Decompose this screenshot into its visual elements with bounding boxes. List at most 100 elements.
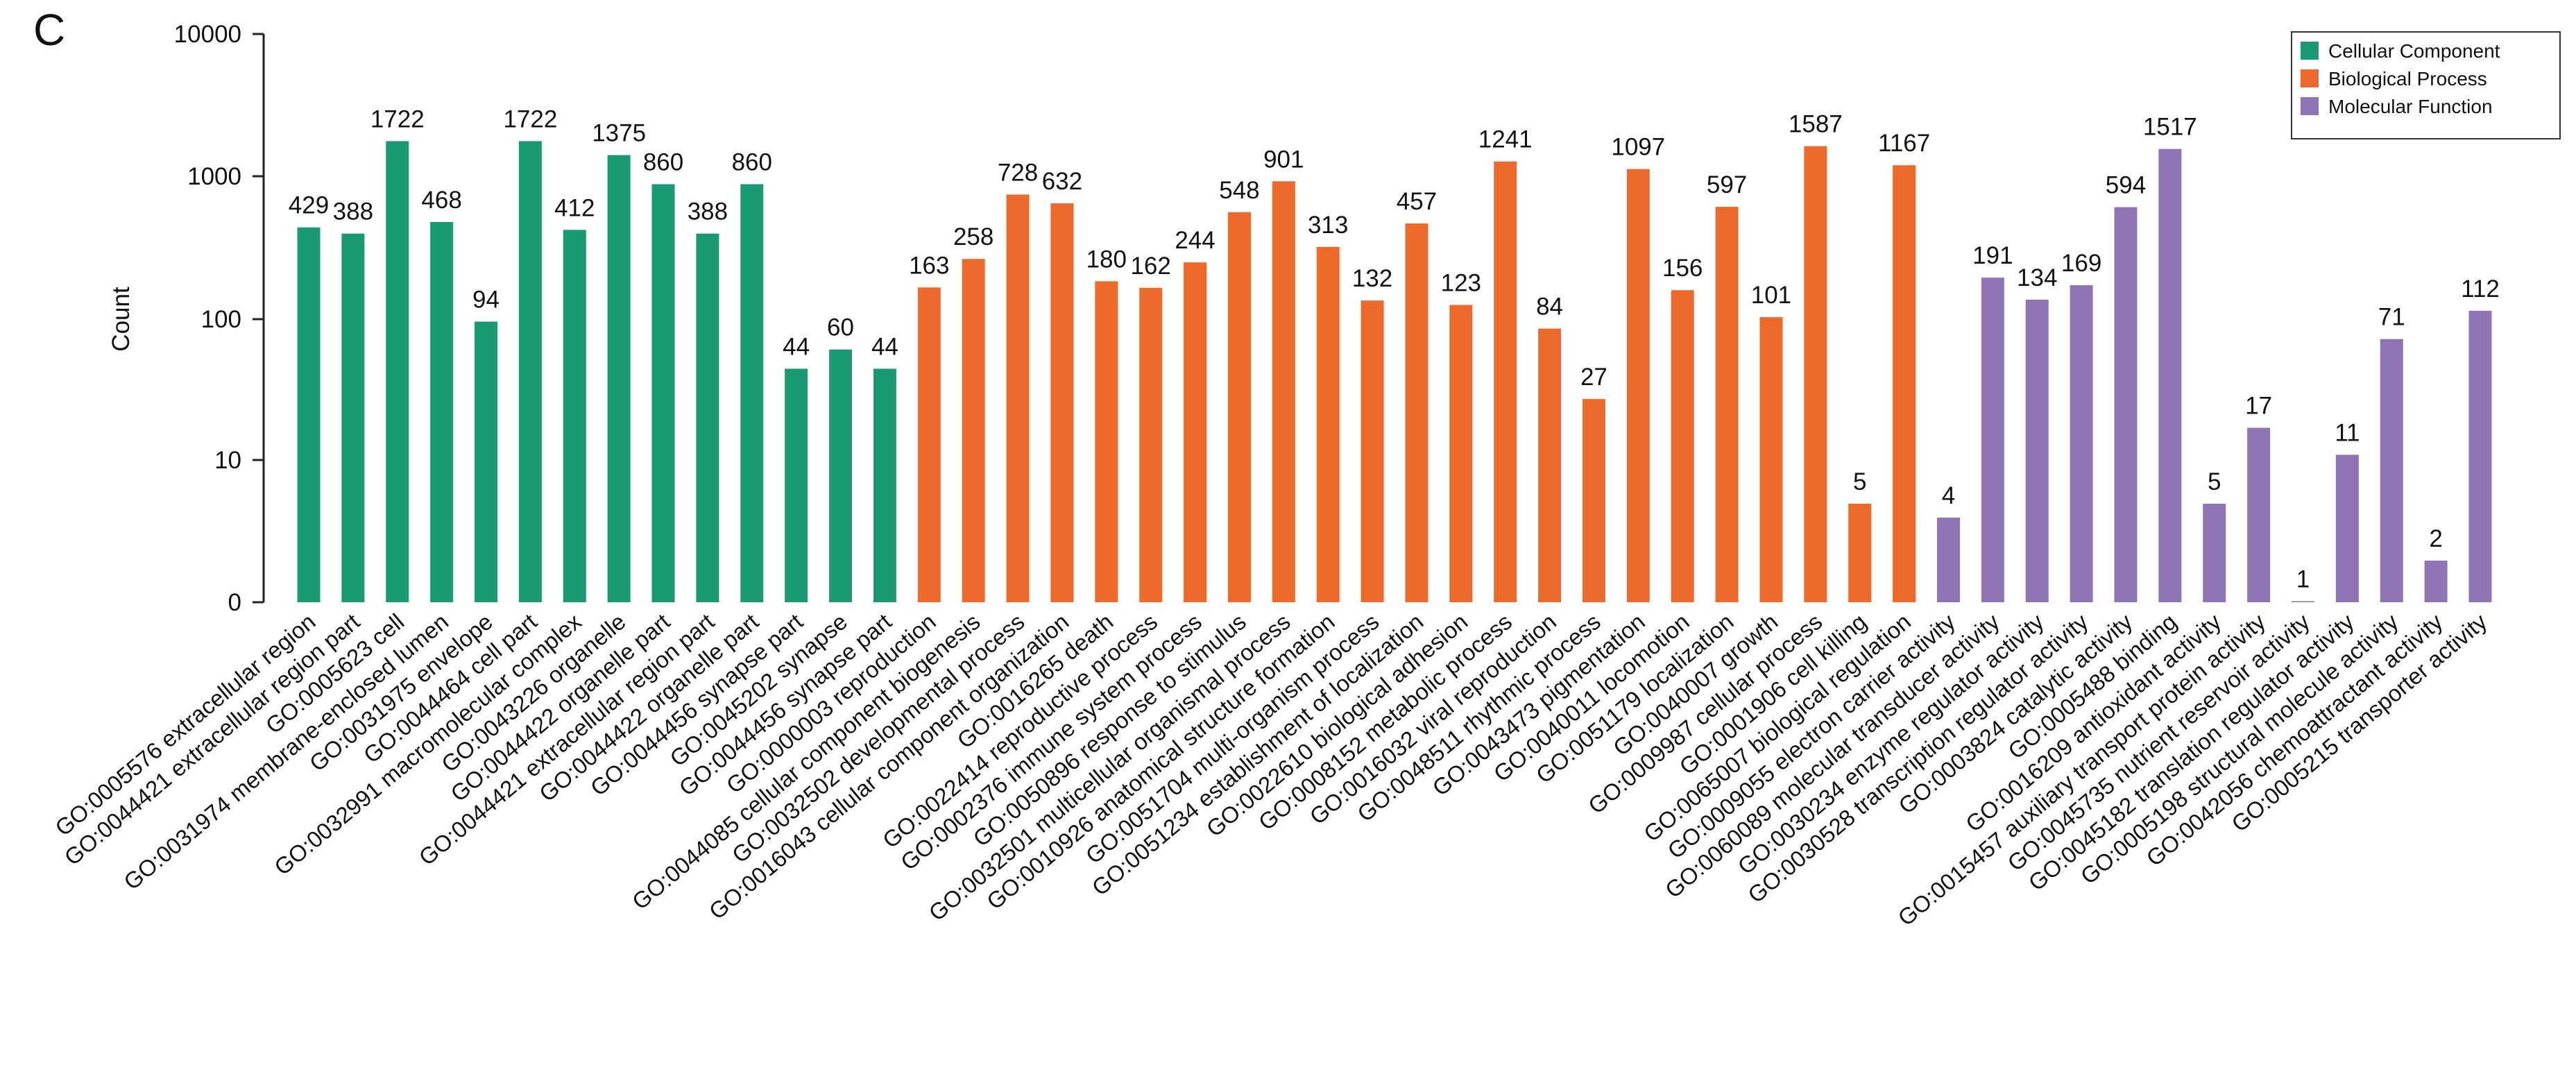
bar [1981, 278, 2004, 602]
bar [1582, 399, 1605, 602]
bar-value-label: 162 [1130, 253, 1170, 280]
y-tick-label: 100 [201, 306, 241, 333]
bar [829, 349, 853, 602]
legend-swatch [2301, 42, 2319, 60]
bar-value-label: 5 [1853, 468, 1866, 495]
bar-value-label: 191 [1972, 242, 2013, 269]
bar-value-label: 11 [2335, 419, 2360, 446]
bar-value-label: 594 [2106, 172, 2146, 199]
bar [563, 230, 586, 602]
bar [1893, 165, 1916, 602]
bar [1139, 287, 1163, 602]
bar [1184, 262, 1207, 602]
bar-value-label: 180 [1086, 246, 1127, 273]
bar [962, 259, 985, 602]
bar-value-label: 44 [783, 333, 810, 360]
bar [2291, 601, 2314, 602]
bar [1360, 300, 1384, 602]
bar [1759, 317, 1783, 602]
bar-value-label: 244 [1175, 227, 1215, 254]
bar-value-label: 27 [1580, 364, 1607, 391]
bar [917, 287, 941, 602]
bar [341, 233, 365, 602]
bar-value-label: 169 [2061, 250, 2101, 277]
bar-value-label: 597 [1707, 171, 1747, 198]
bar-value-label: 860 [732, 148, 772, 176]
bar [607, 155, 631, 602]
bar [430, 221, 454, 603]
bar-value-label: 1587 [1789, 111, 1843, 138]
y-tick-label: 1000 [187, 163, 241, 190]
bar [696, 233, 719, 602]
bar-value-label: 1517 [2143, 114, 2197, 141]
bar-value-label: 388 [688, 198, 728, 225]
y-tick-label: 10 [214, 447, 241, 474]
bar-value-label: 60 [827, 314, 854, 341]
legend-swatch [2301, 97, 2319, 115]
bar [1405, 223, 1428, 602]
bar [1715, 207, 1739, 602]
bar [2203, 504, 2226, 602]
bar [386, 141, 409, 602]
bar [740, 184, 764, 603]
bar [1006, 194, 1030, 602]
bar [475, 321, 498, 602]
bar-value-label: 17 [2245, 393, 2272, 420]
legend-box [2291, 31, 2561, 139]
bar [2335, 454, 2359, 602]
bar [1050, 203, 1074, 603]
bar-value-label: 2 [2429, 525, 2442, 552]
bar [873, 368, 896, 602]
y-tick-label: 10000 [174, 21, 241, 48]
bar-value-label: 632 [1042, 168, 1082, 195]
axes: 0 10 100 1000 10000 Count [108, 21, 265, 616]
bar [2468, 310, 2492, 602]
bar-value-label: 901 [1263, 146, 1304, 173]
bar-value-label: 132 [1352, 265, 1392, 292]
bar-value-label: 388 [333, 198, 373, 225]
bar [2247, 427, 2271, 602]
bars-group [297, 141, 2492, 603]
legend: Cellular Component Biological Process Mole… [2291, 31, 2561, 139]
bar-value-label: 1 [2296, 566, 2310, 593]
legend-entry: Molecular Function [2328, 96, 2493, 117]
bar [1316, 246, 1340, 603]
value-labels-group: 429 3881722468941722412137586038886044604… [289, 105, 2500, 593]
bar-value-label: 44 [871, 333, 898, 360]
y-tick-label: 0 [228, 589, 241, 616]
bar [1936, 517, 1960, 602]
bar [1804, 146, 1827, 602]
bar [2158, 148, 2182, 602]
bar-value-label: 429 [289, 192, 329, 219]
bar [1095, 281, 1118, 602]
bar-value-label: 728 [998, 159, 1038, 186]
bar [2025, 299, 2049, 602]
bar [2380, 339, 2403, 602]
bar [1626, 169, 1650, 603]
bar [2070, 285, 2093, 602]
bar-value-label: 94 [472, 287, 500, 314]
bar-value-label: 112 [2461, 275, 2500, 303]
category-labels-group: GO:0005576 extracellular regionGO:004442… [50, 608, 2492, 931]
bar [651, 184, 675, 603]
bar [1848, 504, 1872, 602]
bar [1272, 181, 1295, 603]
bar-value-label: 548 [1219, 177, 1259, 204]
bar-value-label: 860 [643, 148, 683, 176]
bar-value-label: 5 [2208, 468, 2221, 495]
bar [785, 368, 808, 602]
bar-value-label: 412 [554, 194, 595, 221]
bar-value-label: 1097 [1611, 134, 1665, 161]
bar-value-label: 4 [1942, 482, 1955, 509]
bar-value-label: 101 [1751, 282, 1791, 309]
bar-value-label: 1722 [503, 105, 557, 133]
bar-value-label: 1241 [1478, 126, 1533, 153]
bar-value-label: 84 [1536, 293, 1563, 321]
bar-value-label: 71 [2378, 304, 2405, 331]
bar [518, 141, 542, 602]
bar-value-label: 134 [2017, 264, 2057, 291]
bar [1449, 305, 1473, 602]
bar [2114, 207, 2138, 603]
legend-entry: Biological Process [2328, 68, 2487, 90]
